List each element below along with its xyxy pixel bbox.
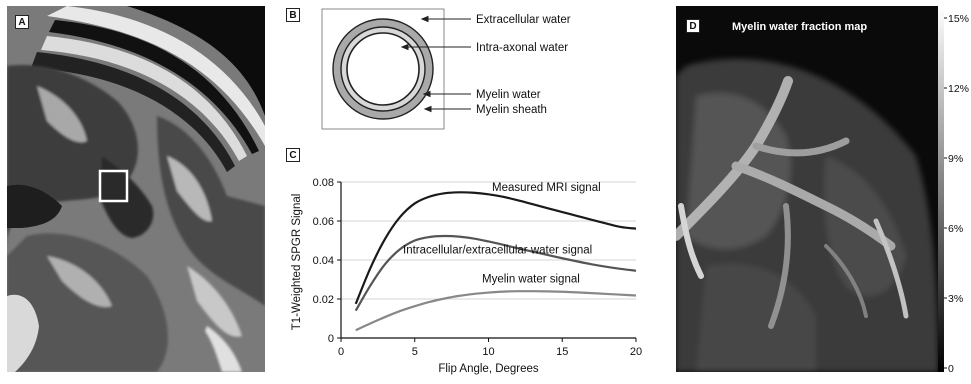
y-tick-label: 0.02 [313,294,334,306]
x-axis-label: Flip Angle, Degrees [438,363,539,375]
panel-a-label: A [15,15,29,29]
panel-c-label: C [286,148,300,162]
colorbar-ticks: 15% 12% 9% 6% 3% 0 [944,13,969,375]
x-tick-label: 10 [482,346,494,358]
colorbar-gradient [938,6,944,372]
y-tick-label: 0.04 [313,255,334,267]
colorbar: 15% 12% 9% 6% 3% 0 [938,6,971,375]
colorbar-tick-label: 9% [948,153,963,165]
series-label-1: Measured MRI signal [492,182,601,194]
panel-a-brain-image: A [7,6,265,372]
label-intra-axonal-water: Intra-axonal water [476,42,568,54]
myelin-diagram: Extracellular water Intra-axonal water M… [321,8,571,130]
series-line-3 [355,290,637,332]
series-line-2 [354,234,637,312]
series-label-3: Myelin water signal [482,274,580,286]
x-tick-label: 15 [556,346,568,358]
colorbar-tick-label: 12% [948,83,969,95]
brain-mri-image [7,6,265,372]
signal-line-chart: 0 0.02 0.04 0.06 0.08 0 5 10 15 20 Measured MRI s… [291,177,643,375]
x-tick-label: 0 [338,346,344,358]
colorbar-tick-label: 3% [948,293,963,305]
colorbar-tick-label: 15% [948,13,969,25]
x-tick-label: 5 [412,346,418,358]
colorbar-tick-label: 6% [948,223,963,235]
label-myelin-sheath: Myelin sheath [476,104,547,116]
panel-d-label: D [686,19,700,33]
intra-axonal-space [346,32,420,106]
colorbar-tick-label: 0 [948,363,954,372]
mwf-map-image: Myelin water fraction map [671,6,938,373]
y-tick-label: 0 [328,333,334,345]
series-line-1 [354,191,637,305]
chart-series [354,191,637,332]
roi-square [98,169,129,203]
series-label-2: Intracellular/extracellular water signal [403,244,592,256]
panel-b-label: B [286,8,300,22]
panel-c-signal-chart: 0 0.02 0.04 0.06 0.08 0 5 10 15 20 Measured MRI s… [286,146,656,378]
label-extracellular-water: Extracellular water [476,14,571,26]
diagram-frame [321,8,445,130]
y-axis-label: T1-Weighted SPGR Signal [291,194,303,331]
y-tick-label: 0.06 [313,216,334,228]
mwf-map-title: Myelin water fraction map [732,21,867,33]
chart-tick-labels: 0 0.02 0.04 0.06 0.08 0 5 10 15 20 [313,177,643,358]
chart-axes [337,181,637,342]
chart-grid [341,181,636,300]
panel-b-schematic: Extracellular water Intra-axonal water M… [286,6,626,138]
x-tick-label: 20 [630,346,642,358]
panel-d-mwf-map: Myelin water fraction map D [671,6,938,373]
label-myelin-water: Myelin water [476,89,541,101]
y-tick-label: 0.08 [313,177,334,189]
colorbar-svg: 15% 12% 9% 6% 3% 0 [938,6,969,375]
chart-series-labels: Measured MRI signal Intracellular/extrace… [403,182,601,286]
